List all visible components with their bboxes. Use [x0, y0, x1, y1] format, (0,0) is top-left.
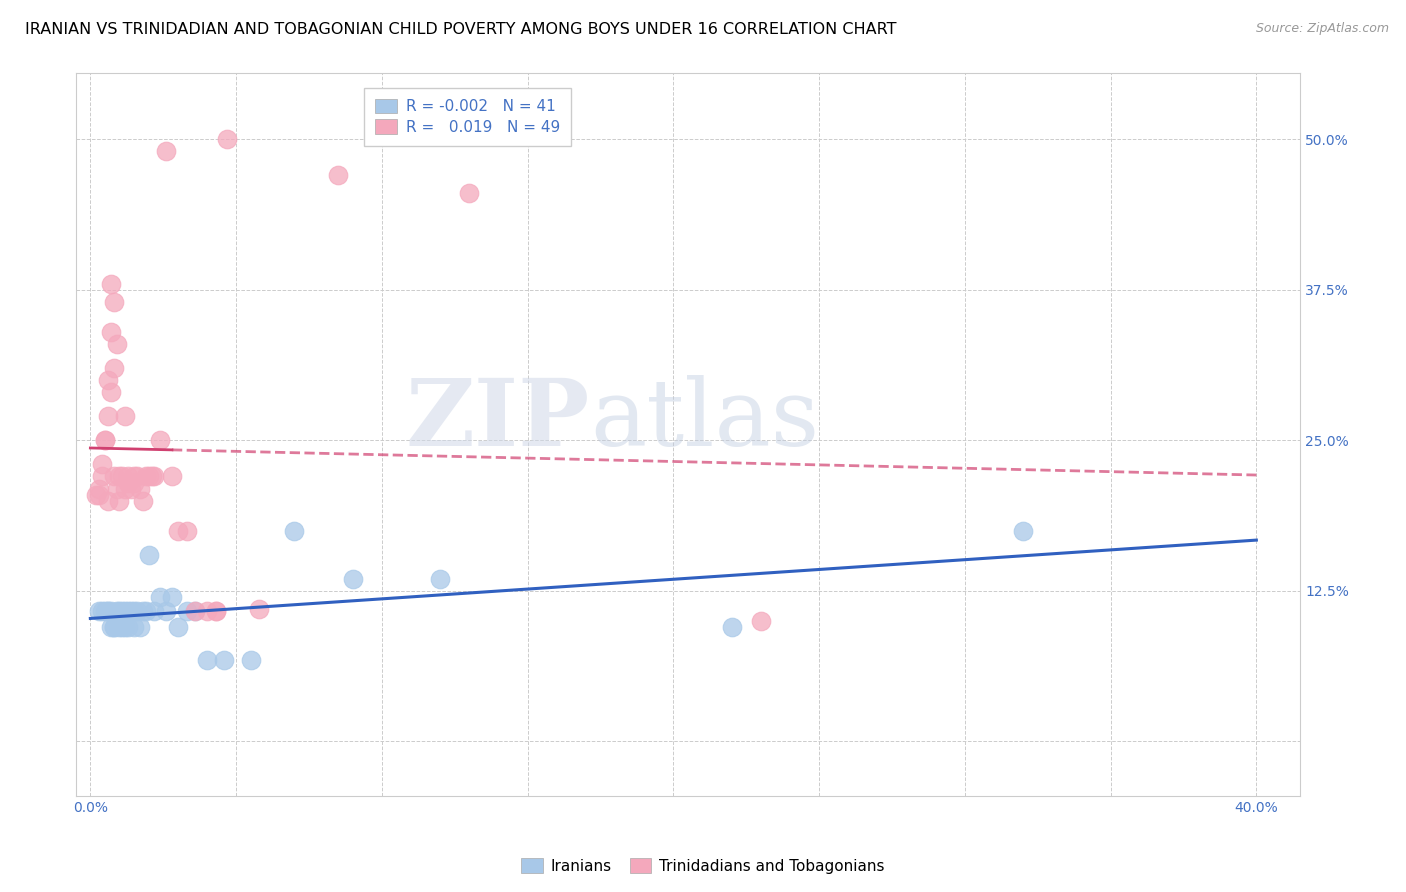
Point: [105, 604, 128, 618]
Point: [100, 604, 122, 618]
Point: [120, 482, 142, 496]
Point: [108, 469, 131, 483]
Point: [108, 493, 131, 508]
Point: [458, 186, 481, 201]
Point: [326, 169, 349, 183]
Point: [103, 294, 125, 309]
Point: [143, 604, 166, 618]
Point: [138, 548, 160, 562]
Point: [103, 620, 125, 634]
Point: [141, 469, 163, 483]
Point: [117, 620, 139, 634]
Point: [155, 604, 177, 618]
Point: [217, 132, 239, 146]
Point: [103, 620, 125, 634]
Point: [129, 482, 152, 496]
Point: [166, 620, 188, 634]
Point: [143, 469, 166, 483]
Point: [87, 604, 110, 618]
Point: [429, 572, 451, 586]
Point: [176, 604, 198, 618]
Point: [97, 373, 120, 387]
Point: [176, 524, 198, 538]
Point: [87, 482, 110, 496]
Point: [122, 469, 145, 483]
Point: [105, 337, 128, 351]
Point: [283, 524, 305, 538]
Point: [111, 620, 134, 634]
Point: [129, 620, 152, 634]
Point: [342, 572, 364, 586]
Point: [91, 458, 114, 472]
Legend: R = -0.002   N = 41, R =   0.019   N = 49: R = -0.002 N = 41, R = 0.019 N = 49: [364, 87, 571, 145]
Point: [100, 325, 122, 339]
Point: [204, 604, 226, 618]
Point: [160, 590, 183, 604]
Point: [125, 469, 148, 483]
Point: [120, 604, 142, 618]
Point: [114, 409, 136, 424]
Point: [166, 524, 188, 538]
Point: [94, 434, 117, 448]
Point: [84, 487, 107, 501]
Point: [138, 469, 160, 483]
Text: atlas: atlas: [591, 375, 820, 465]
Legend: Iranians, Trinidadians and Tobagonians: Iranians, Trinidadians and Tobagonians: [516, 852, 890, 880]
Point: [184, 604, 207, 618]
Point: [160, 469, 183, 483]
Point: [749, 614, 772, 628]
Point: [122, 604, 145, 618]
Text: IRANIAN VS TRINIDADIAN AND TOBAGONIAN CHILD POVERTY AMONG BOYS UNDER 16 CORRELAT: IRANIAN VS TRINIDADIAN AND TOBAGONIAN CH…: [25, 22, 897, 37]
Point: [114, 604, 136, 618]
Point: [97, 493, 120, 508]
Point: [155, 145, 177, 159]
Point: [87, 487, 110, 501]
Point: [100, 385, 122, 400]
Point: [239, 652, 262, 666]
Point: [100, 620, 122, 634]
Text: ZIP: ZIP: [406, 375, 591, 465]
Point: [108, 620, 131, 634]
Point: [105, 482, 128, 496]
Point: [204, 604, 226, 618]
Point: [149, 434, 172, 448]
Point: [111, 604, 134, 618]
Point: [1012, 524, 1035, 538]
Point: [117, 469, 139, 483]
Point: [125, 604, 148, 618]
Point: [149, 590, 172, 604]
Point: [91, 604, 114, 618]
Point: [122, 620, 145, 634]
Point: [122, 475, 145, 490]
Point: [135, 604, 157, 618]
Point: [97, 604, 120, 618]
Point: [94, 604, 117, 618]
Point: [249, 602, 271, 616]
Point: [117, 475, 139, 490]
Point: [720, 620, 742, 634]
Point: [91, 469, 114, 483]
Point: [195, 604, 218, 618]
Point: [103, 361, 125, 376]
Point: [132, 604, 155, 618]
Point: [117, 604, 139, 618]
Point: [135, 469, 157, 483]
Point: [114, 482, 136, 496]
Point: [111, 469, 134, 483]
Point: [132, 493, 155, 508]
Point: [184, 604, 207, 618]
Point: [94, 434, 117, 448]
Point: [97, 409, 120, 424]
Point: [97, 604, 120, 618]
Point: [195, 652, 218, 666]
Text: Source: ZipAtlas.com: Source: ZipAtlas.com: [1256, 22, 1389, 36]
Point: [114, 620, 136, 634]
Point: [108, 604, 131, 618]
Point: [214, 652, 236, 666]
Point: [103, 469, 125, 483]
Point: [100, 277, 122, 291]
